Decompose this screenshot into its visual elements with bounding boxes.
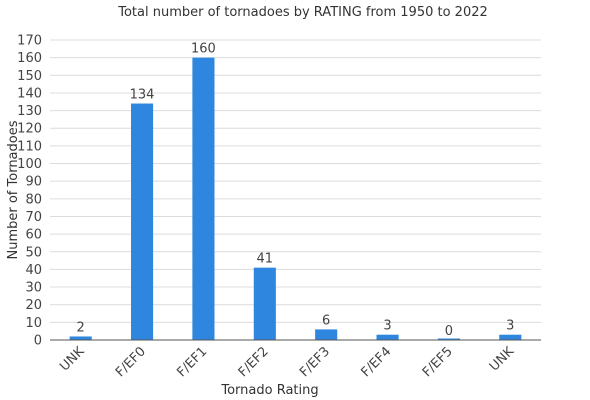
bar [192, 57, 215, 340]
x-tick-label: F/EF5 [420, 344, 456, 380]
bars [69, 57, 522, 340]
y-tick-label: 70 [25, 210, 42, 225]
y-tick-label: 140 [17, 86, 42, 101]
x-tick-label: F/EF4 [358, 344, 394, 380]
x-axis-title: Tornado Rating [220, 383, 318, 398]
gridlines [50, 39, 541, 323]
bar [499, 334, 522, 340]
x-tick-label: F/EF1 [174, 344, 210, 380]
data-labels: 2 134 160 41 6 3 0 3 [77, 42, 515, 339]
y-tick-label: 150 [17, 69, 42, 84]
y-axis-ticks: 0 10 20 30 40 50 60 70 80 90 100 110 120 130 140 150 160… [17, 34, 42, 349]
bar-value-label: 3 [383, 319, 391, 334]
y-tick-label: 90 [25, 175, 42, 190]
y-tick-label: 170 [17, 34, 42, 49]
x-tick-label: UNK [57, 344, 88, 375]
y-tick-label: 30 [25, 281, 42, 296]
bar [376, 334, 399, 340]
y-tick-label: 160 [17, 51, 42, 66]
y-tick-label: 100 [17, 157, 42, 172]
y-tick-label: 60 [25, 228, 42, 243]
bar [131, 103, 154, 340]
bar-value-label: 6 [322, 313, 330, 328]
y-tick-label: 80 [25, 192, 42, 207]
bar-value-label: 160 [191, 42, 216, 57]
x-tick-label: UNK [487, 344, 518, 375]
bar [315, 329, 338, 340]
bar-value-label: 134 [130, 88, 155, 103]
y-tick-label: 130 [17, 104, 42, 119]
x-axis-ticks: UNK F/EF0 F/EF1 F/EF2 F/EF3 F/EF4 F/EF5 UNK [57, 344, 517, 380]
y-tick-label: 110 [17, 139, 42, 154]
y-tick-label: 20 [25, 298, 42, 313]
x-tick-label: F/EF2 [236, 344, 272, 380]
y-axis-title: Number of Tornadoes [6, 120, 21, 259]
bar [69, 336, 92, 340]
y-tick-label: 50 [25, 245, 42, 260]
bar [253, 267, 276, 340]
bar-value-label: 0 [445, 324, 453, 339]
bar-value-label: 41 [257, 252, 274, 267]
bar [437, 338, 460, 340]
bar-value-label: 3 [506, 319, 514, 334]
chart-title: Total number of tornadoes by RATING from… [117, 5, 488, 20]
y-tick-label: 40 [25, 263, 42, 278]
y-tick-label: 10 [25, 316, 42, 331]
y-tick-label: 0 [34, 334, 42, 349]
x-tick-label: F/EF0 [113, 344, 149, 380]
y-tick-label: 120 [17, 122, 42, 137]
bar-value-label: 2 [77, 320, 85, 335]
x-tick-label: F/EF3 [297, 344, 333, 380]
